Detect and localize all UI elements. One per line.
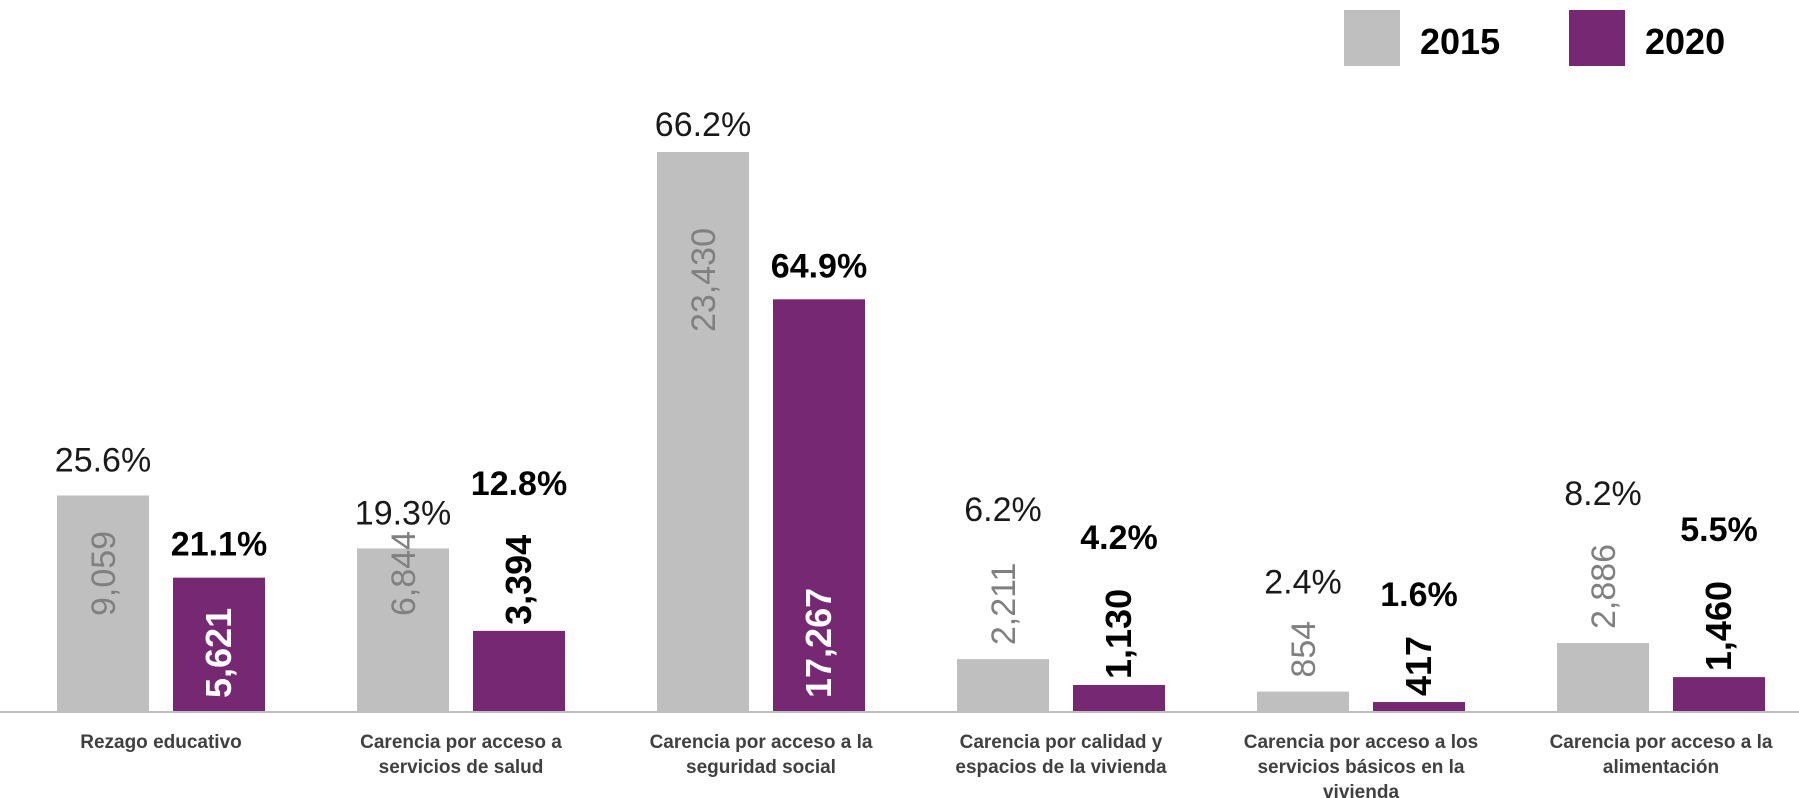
bar-2015-1 bbox=[357, 548, 449, 712]
legend-swatch-2020 bbox=[1569, 10, 1625, 66]
category-labels: Rezago educativo Carencia por acceso a ser… bbox=[80, 732, 1773, 798]
category-label-2-1: seguridad social bbox=[686, 757, 836, 778]
value-label-2015-3: 2,211 bbox=[985, 563, 1023, 646]
value-label-2020-0: 5,621 bbox=[198, 608, 239, 698]
value-label-2020-1: 3,394 bbox=[498, 535, 539, 625]
value-label-2020-3: 1,130 bbox=[1098, 589, 1139, 679]
percent-label-2020-0: 21.1% bbox=[171, 526, 267, 564]
value-label-2015-5: 2,886 bbox=[1585, 544, 1623, 629]
bar-2015-0 bbox=[57, 495, 149, 712]
percent-label-2020-3: 4.2% bbox=[1080, 519, 1158, 557]
legend-label-2020: 2020 bbox=[1645, 21, 1725, 62]
category-label-0-0: Rezago educativo bbox=[80, 732, 242, 753]
category-label-5-1: alimentación bbox=[1603, 757, 1719, 778]
percent-label-2015-5: 8.2% bbox=[1564, 475, 1642, 513]
percent-label-2015-2: 66.2% bbox=[655, 106, 751, 144]
bars bbox=[57, 152, 1765, 712]
category-label-3-1: espacios de la vivienda bbox=[955, 757, 1167, 778]
percent-label-2015-4: 2.4% bbox=[1264, 564, 1342, 602]
percent-label-2015-0: 25.6% bbox=[55, 441, 151, 479]
bar-2015-5 bbox=[1557, 643, 1649, 712]
bar-2020-0 bbox=[173, 577, 265, 712]
bar-2015-4 bbox=[1257, 691, 1349, 712]
category-label-3-0: Carencia por calidad y bbox=[960, 732, 1163, 753]
percent-label-2015-1: 19.3% bbox=[355, 494, 451, 532]
legend: 2015 2020 bbox=[1344, 10, 1725, 66]
category-label-5-0: Carencia por acceso a la bbox=[1550, 732, 1773, 753]
value-label-2020-5: 1,460 bbox=[1698, 581, 1739, 671]
percent-label-2020-2: 64.9% bbox=[771, 247, 867, 285]
bar-2015-3 bbox=[957, 659, 1049, 712]
percent-label-2015-3: 6.2% bbox=[964, 491, 1042, 529]
bar-2020-2 bbox=[773, 299, 865, 712]
percent-label-2020-5: 5.5% bbox=[1680, 511, 1758, 549]
legend-label-2015: 2015 bbox=[1420, 21, 1500, 62]
percent-label-2020-4: 1.6% bbox=[1380, 576, 1458, 614]
bar-2020-4 bbox=[1373, 702, 1465, 712]
value-label-2015-1: 6,844 bbox=[385, 531, 423, 616]
percent-label-2020-1: 12.8% bbox=[471, 465, 567, 503]
value-label-2020-2: 17,267 bbox=[798, 588, 839, 698]
bar-2020-3 bbox=[1073, 684, 1165, 712]
category-label-4-0: Carencia por acceso a los bbox=[1244, 732, 1478, 753]
category-label-4-1: servicios básicos en la bbox=[1257, 757, 1464, 778]
value-label-2015-0: 9,059 bbox=[85, 531, 123, 616]
category-label-1-0: Carencia por acceso a bbox=[360, 732, 562, 753]
bar-2020-5 bbox=[1673, 677, 1765, 712]
category-label-2-0: Carencia por acceso a la bbox=[650, 732, 873, 753]
category-label-4-2: vivienda bbox=[1323, 782, 1399, 798]
legend-swatch-2015 bbox=[1344, 10, 1400, 66]
value-label-2015-4: 854 bbox=[1285, 621, 1323, 678]
bar-2015-2 bbox=[657, 152, 749, 712]
bar-2020-1 bbox=[473, 630, 565, 712]
value-label-2015-2: 23,430 bbox=[685, 228, 723, 332]
value-label-2020-4: 417 bbox=[1398, 636, 1439, 696]
category-label-1-1: servicios de salud bbox=[379, 757, 544, 778]
